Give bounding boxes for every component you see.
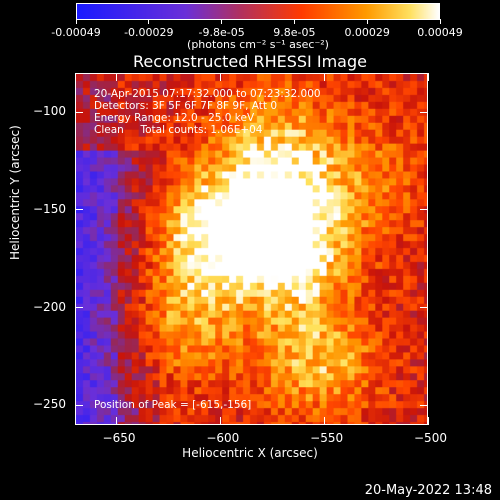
y-tick — [75, 307, 83, 309]
y-tick-label: −150 — [33, 201, 66, 216]
x-tick-label: −650 — [102, 431, 136, 445]
y-tick-label: −200 — [33, 299, 66, 314]
info-detectors: Detectors: 3F 5F 6F 7F 8F 9F, Att 0 — [94, 100, 278, 112]
colorbar-tick-label: 0.00049 — [417, 26, 463, 39]
x-tick — [219, 73, 221, 81]
plot-title: Reconstructed RHESSI Image — [133, 52, 367, 71]
x-tick — [323, 417, 325, 425]
x-tick — [219, 417, 221, 425]
y-tick — [75, 404, 83, 406]
colorbar-tick — [366, 19, 368, 24]
colorbar-tick — [148, 19, 150, 24]
heatmap-image — [76, 74, 427, 424]
colorbar-tick-label: 9.8e-05 — [273, 26, 316, 39]
y-tick — [420, 404, 428, 406]
x-tick-label: −550 — [310, 431, 344, 445]
colorbar-tick — [75, 19, 77, 24]
x-tick — [427, 417, 429, 425]
colorbar-tick — [439, 19, 441, 24]
info-clean-counts: Clean Total counts: 1.06E+04 — [94, 124, 263, 136]
x-tick-label: −500 — [414, 431, 447, 445]
info-peak-position: Position of Peak = [-615,-156] — [94, 399, 252, 411]
colorbar-tick-label: -0.00049 — [51, 26, 101, 39]
y-tick-label: −100 — [33, 104, 66, 119]
x-tick — [323, 73, 325, 81]
colorbar — [76, 3, 440, 20]
y-tick — [75, 209, 83, 211]
colorbar-tick — [293, 19, 295, 24]
info-time-range: 20-Apr-2015 07:17:32.000 to 07:23:32.000 — [94, 88, 321, 100]
y-axis-label: Heliocentric Y (arcsec) — [8, 125, 22, 260]
x-tick — [116, 73, 118, 81]
colorbar-tick-label: 0.00029 — [344, 26, 390, 39]
colorbar-tick-label: -0.00029 — [124, 26, 174, 39]
y-tick-label: −250 — [33, 397, 66, 412]
colorbar-units: (photons cm⁻² s⁻¹ asec⁻²) — [187, 38, 329, 51]
y-tick — [420, 307, 428, 309]
x-tick — [427, 73, 429, 81]
footer-date: 20-May-2022 13:48 — [364, 483, 492, 498]
info-energy-range: Energy Range: 12.0 - 25.0 keV — [94, 112, 255, 124]
colorbar-tick-label: -9.8e-05 — [198, 26, 245, 39]
y-tick — [75, 111, 83, 113]
y-tick — [420, 111, 428, 113]
x-tick — [116, 417, 118, 425]
y-tick — [420, 209, 428, 211]
image-plot-area: 20-Apr-2015 07:17:32.000 to 07:23:32.000… — [75, 73, 428, 425]
x-axis-label: Heliocentric X (arcsec) — [182, 446, 318, 460]
colorbar-tick — [221, 19, 223, 24]
x-tick-label: −600 — [206, 431, 240, 445]
